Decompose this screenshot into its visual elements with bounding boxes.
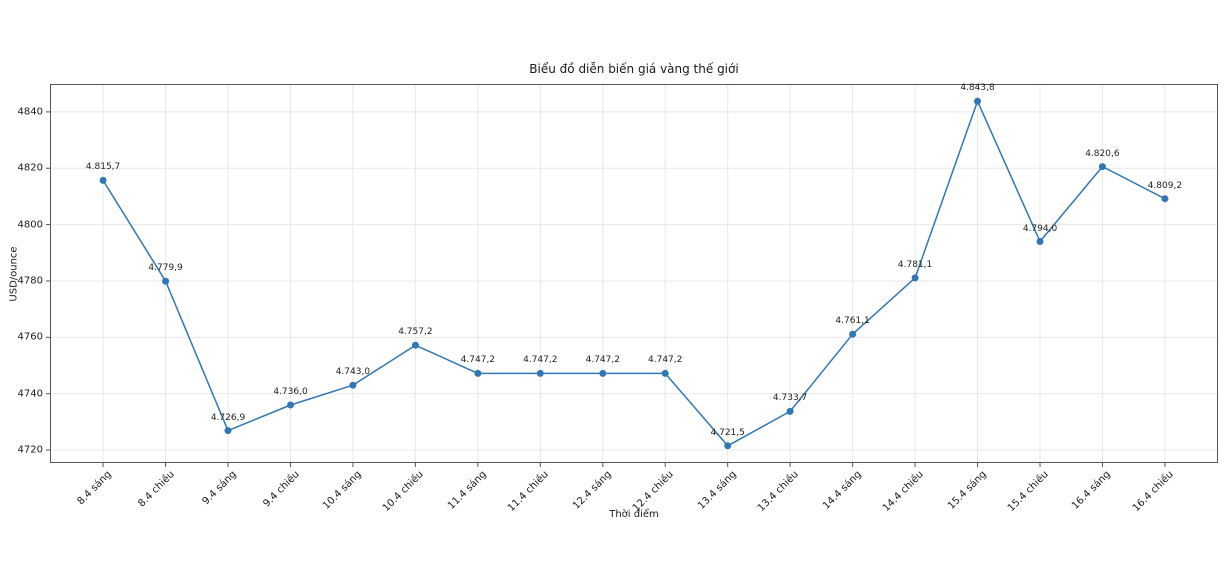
data-point-marker bbox=[162, 277, 170, 285]
data-point-marker bbox=[661, 369, 669, 377]
data-point-label: 4.733,7 bbox=[772, 393, 808, 404]
data-point-label: 4.779,9 bbox=[148, 263, 183, 274]
data-point-label: 4.843,8 bbox=[960, 83, 995, 94]
y-axis-label: USD/ounce bbox=[8, 246, 20, 302]
data-point-label: 4.815,7 bbox=[85, 162, 121, 173]
data-point-label: 4.761,1 bbox=[835, 316, 870, 327]
data-point-marker bbox=[1161, 195, 1169, 203]
y-tick-label: 4760 bbox=[17, 331, 43, 343]
data-point-label: 4.781,1 bbox=[897, 259, 933, 270]
y-tick-label: 4720 bbox=[17, 444, 43, 456]
data-point-label: 4.794,0 bbox=[1022, 223, 1058, 234]
data-point-marker bbox=[99, 176, 107, 184]
data-point-marker bbox=[849, 330, 857, 338]
data-point-label: 4.747,2 bbox=[460, 355, 496, 366]
data-point-marker bbox=[474, 369, 482, 377]
y-tick-label: 4740 bbox=[17, 388, 43, 400]
data-point-marker bbox=[1036, 238, 1044, 245]
y-tick-label: 4820 bbox=[17, 162, 43, 174]
chart-title: Biểu đồ diễn biến giá vàng thế giới bbox=[529, 62, 739, 76]
price-line bbox=[102, 100, 1166, 447]
y-tick-label: 4800 bbox=[17, 219, 43, 231]
plot-border bbox=[50, 84, 1218, 463]
data-point-marker bbox=[224, 427, 232, 435]
data-point-marker bbox=[1098, 163, 1106, 171]
data-point-marker bbox=[287, 401, 294, 409]
data-point-label: 4.809,2 bbox=[1147, 180, 1183, 191]
data-point-label: 4.747,2 bbox=[648, 355, 683, 366]
y-tick-label: 4780 bbox=[17, 275, 43, 287]
data-point-label: 4.726,9 bbox=[210, 412, 246, 423]
data-point-label: 4.747,2 bbox=[585, 355, 620, 366]
data-point-marker bbox=[974, 97, 981, 105]
data-point-label: 4.757,2 bbox=[398, 327, 433, 338]
data-point-label: 4.721,5 bbox=[710, 427, 745, 438]
data-point-marker bbox=[599, 369, 607, 377]
data-point-label: 4.820,6 bbox=[1085, 148, 1120, 159]
data-point-marker bbox=[786, 407, 794, 415]
y-tick-label: 4840 bbox=[17, 106, 43, 118]
x-axis-label: Thời điểm bbox=[609, 509, 659, 520]
data-point-marker bbox=[724, 442, 732, 450]
data-point-label: 4.736,0 bbox=[273, 387, 308, 397]
data-point-marker bbox=[911, 274, 919, 282]
data-point-marker bbox=[536, 369, 544, 377]
data-point-marker bbox=[411, 341, 419, 349]
data-point-label: 4.747,2 bbox=[523, 355, 558, 366]
data-point-marker bbox=[349, 381, 357, 389]
data-point-label: 4.743,0 bbox=[335, 367, 371, 378]
